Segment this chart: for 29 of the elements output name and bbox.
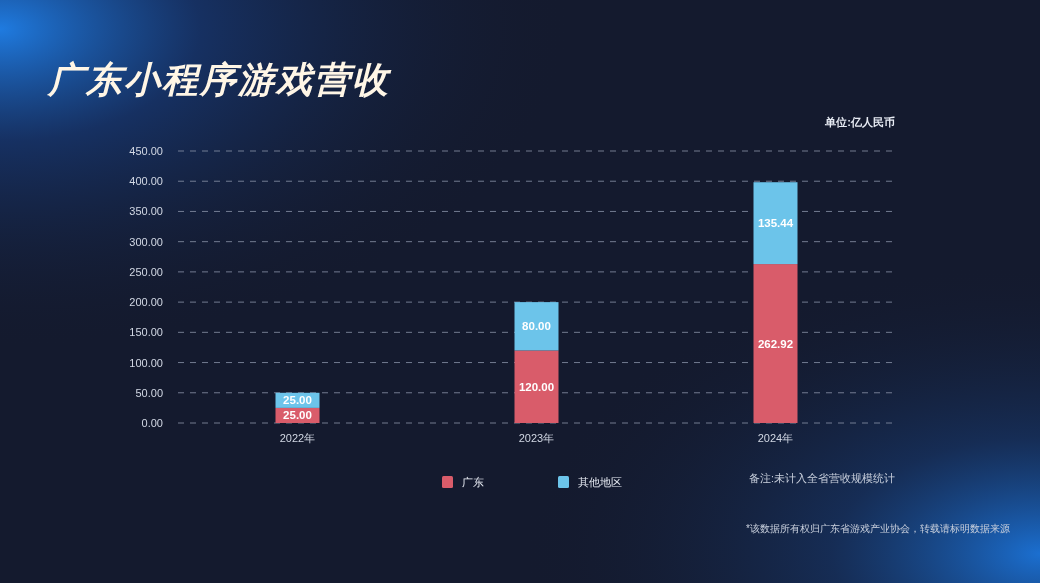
data-label: 25.00: [283, 394, 312, 407]
y-tick-label: 150.00: [129, 326, 163, 339]
bar: [753, 264, 798, 423]
title: 广东小程序游戏营收: [48, 59, 390, 100]
data-label: 135.44: [757, 217, 794, 230]
y-tick-label: 400.00: [129, 175, 163, 188]
annotation: *该数据所有权归广东省游戏产业协会，转载请标明数据来源: [746, 523, 1010, 534]
x-tick-label: 2022年: [279, 432, 316, 444]
legend-label: 其他地区: [578, 476, 622, 488]
data-label: 120.00: [518, 380, 555, 393]
y-tick-label: 50.00: [135, 386, 163, 399]
data-label: 25.00: [283, 409, 312, 422]
x-tick-label: 2024年: [757, 432, 794, 444]
annotation: 备注:未计入全省营收规模统计: [749, 472, 895, 484]
x-tick-label: 2023年: [518, 432, 555, 444]
y-tick-label: 450.00: [129, 145, 163, 157]
data-label: 80.00: [522, 320, 551, 333]
data-label: 262.92: [757, 337, 794, 350]
bar: [514, 350, 559, 423]
y-tick-label: 350.00: [129, 205, 163, 218]
legend-label: 广东: [462, 476, 484, 488]
y-tick-label: 100.00: [129, 356, 163, 369]
y-tick-label: 0.00: [141, 417, 163, 429]
bar: [514, 302, 559, 351]
y-tick-label: 300.00: [129, 235, 163, 248]
y-tick-label: 250.00: [129, 265, 163, 278]
y-tick-label: 200.00: [129, 296, 163, 309]
bar: [753, 182, 798, 265]
ylabel: 单位:亿人民币: [825, 116, 895, 128]
